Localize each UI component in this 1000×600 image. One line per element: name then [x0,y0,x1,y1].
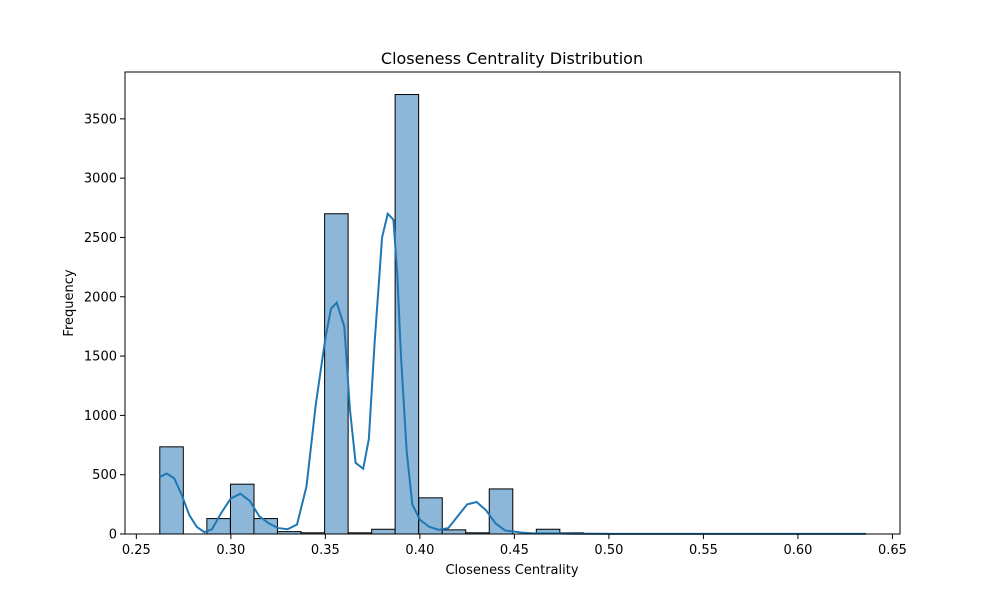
histogram-bar [206,518,231,535]
y-tick-label: 3500 [84,112,117,127]
x-tick-label: 0.35 [311,543,340,558]
histogram-bar [324,213,349,535]
y-tick-label: 2000 [84,290,117,305]
x-tick-label: 0.25 [122,543,151,558]
histogram-bar [229,483,255,535]
x-tick-label: 0.65 [878,543,907,558]
x-tick-label: 0.45 [500,543,529,558]
x-axis: 0.25 0.30 0.35 0.40 0.45 0.50 0.55 0.60 0.65 [122,534,907,558]
plot-frame [124,71,901,535]
y-tick-label: 2500 [84,231,117,246]
histogram-bar [371,528,396,535]
y-tick-label: 1000 [84,409,117,424]
x-tick-label: 0.50 [594,543,623,558]
kde-line [159,211,866,535]
x-tick-label: 0.40 [405,543,434,558]
y-axis-label: Frequency [62,269,77,336]
y-tick-label: 1500 [84,350,117,365]
x-tick-label: 0.55 [689,543,718,558]
y-tick-label: 0 [109,528,117,543]
histogram-bar [441,529,467,535]
x-tick-label: 0.30 [216,543,245,558]
y-tick-label: 500 [92,468,117,483]
x-tick-label: 0.60 [783,543,812,558]
y-axis: 0 500 1000 1500 2000 2500 3000 3500 [84,112,125,543]
histogram-bar [418,497,443,535]
chart-title: Closeness Centrality Distribution [381,49,643,68]
x-axis-label: Closeness Centrality [445,563,578,578]
y-tick-label: 3000 [84,172,117,187]
